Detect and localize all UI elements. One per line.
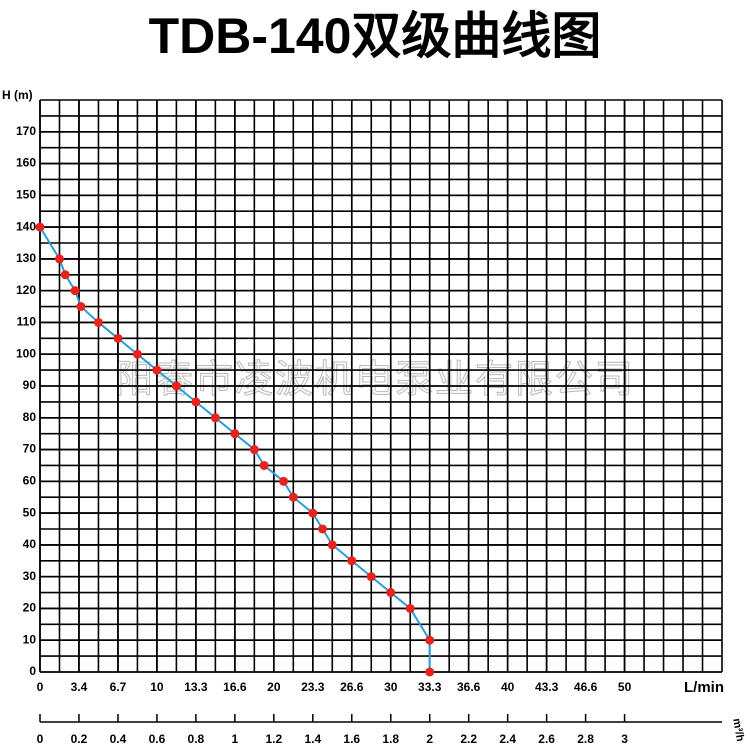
y-tick-label: 30 xyxy=(23,569,37,583)
y-tick-label: 0 xyxy=(29,664,36,678)
y-tick-label: 140 xyxy=(16,219,36,233)
y-tick-label: 160 xyxy=(16,156,36,170)
point xyxy=(152,365,162,375)
y-tick-label: 100 xyxy=(16,346,36,360)
x-axis-label: L/min xyxy=(684,679,724,696)
x-tick-label: 40 xyxy=(501,680,515,694)
x2-tick-label: 1 xyxy=(232,732,239,746)
x2-tick-label: 0.8 xyxy=(188,732,205,746)
y-tick-label: 130 xyxy=(16,251,36,265)
point xyxy=(249,445,259,455)
y-tick-label: 70 xyxy=(23,442,37,456)
x2-tick-label: 1.2 xyxy=(265,732,282,746)
point xyxy=(76,302,86,312)
x-tick-label: 36.6 xyxy=(457,680,481,694)
x2-tick-label: 1.8 xyxy=(382,732,399,746)
point xyxy=(132,349,142,359)
x-tick-label: 0 xyxy=(37,680,44,694)
point xyxy=(230,429,240,439)
x-tick-label: 30 xyxy=(384,680,398,694)
x2-tick-label: 2.6 xyxy=(538,732,555,746)
x-tick-label: 6.7 xyxy=(110,680,127,694)
y-tick-label: 60 xyxy=(23,474,37,488)
x-tick-label: 20 xyxy=(267,680,281,694)
x2-tick-label: 2.8 xyxy=(577,732,594,746)
x-tick-label: 16.6 xyxy=(223,680,247,694)
y-tick-label: 170 xyxy=(16,124,36,138)
y-tick-label: 10 xyxy=(23,632,37,646)
point xyxy=(279,476,289,486)
point xyxy=(366,572,376,582)
x-tick-label: 43.3 xyxy=(535,680,559,694)
watermark: 阳春市凌波机电泵业有限公司 xyxy=(115,359,635,401)
x2-tick-label: 0.4 xyxy=(110,732,127,746)
point xyxy=(113,333,123,343)
y-tick-label: 80 xyxy=(23,410,37,424)
chart-title: TDB-140双级曲线图 xyxy=(149,8,602,64)
point xyxy=(318,524,328,534)
point xyxy=(425,667,435,677)
x-tick-label: 46.6 xyxy=(574,680,598,694)
y-axis-label: H (m) xyxy=(2,88,33,102)
point xyxy=(93,317,103,327)
x2-tick-label: 0.6 xyxy=(149,732,166,746)
x2-tick-label: 1.4 xyxy=(304,732,321,746)
point xyxy=(347,556,357,566)
x-tick-label: 50 xyxy=(618,680,632,694)
point xyxy=(54,254,64,264)
x-tick-label: 26.6 xyxy=(340,680,364,694)
x2-tick-label: 2.2 xyxy=(460,732,477,746)
x-tick-label: 23.3 xyxy=(301,680,325,694)
x2-tick-label: 0 xyxy=(37,732,44,746)
point xyxy=(405,603,415,613)
point xyxy=(288,492,298,502)
x2-tick-label: 3 xyxy=(621,732,628,746)
y-tick-label: 90 xyxy=(23,378,37,392)
x2-tick-label: 2 xyxy=(426,732,433,746)
x2-tick-label: 0.2 xyxy=(71,732,88,746)
point xyxy=(171,381,181,391)
point xyxy=(60,270,70,280)
y-tick-label: 150 xyxy=(16,188,36,202)
point xyxy=(425,635,435,645)
x2-tick-label: 1.6 xyxy=(343,732,360,746)
y-tick-label: 50 xyxy=(23,505,37,519)
y-tick-label: 110 xyxy=(17,315,37,329)
x2-axis-label: m³/h xyxy=(730,718,746,743)
y-tick-label: 20 xyxy=(23,601,37,615)
point xyxy=(308,508,318,518)
point xyxy=(210,413,220,423)
x2-tick-label: 2.4 xyxy=(499,732,516,746)
point xyxy=(70,286,80,296)
x-tick-label: 10 xyxy=(150,680,164,694)
x-tick-label: 3.4 xyxy=(71,680,88,694)
x-tick-label: 33.3 xyxy=(418,680,442,694)
point xyxy=(191,397,201,407)
y-tick-label: 40 xyxy=(23,537,37,551)
x-tick-label: 13.3 xyxy=(184,680,208,694)
point xyxy=(386,588,396,598)
point xyxy=(327,540,337,550)
point xyxy=(35,222,45,232)
point xyxy=(259,460,269,470)
y-tick-label: 120 xyxy=(16,283,36,297)
